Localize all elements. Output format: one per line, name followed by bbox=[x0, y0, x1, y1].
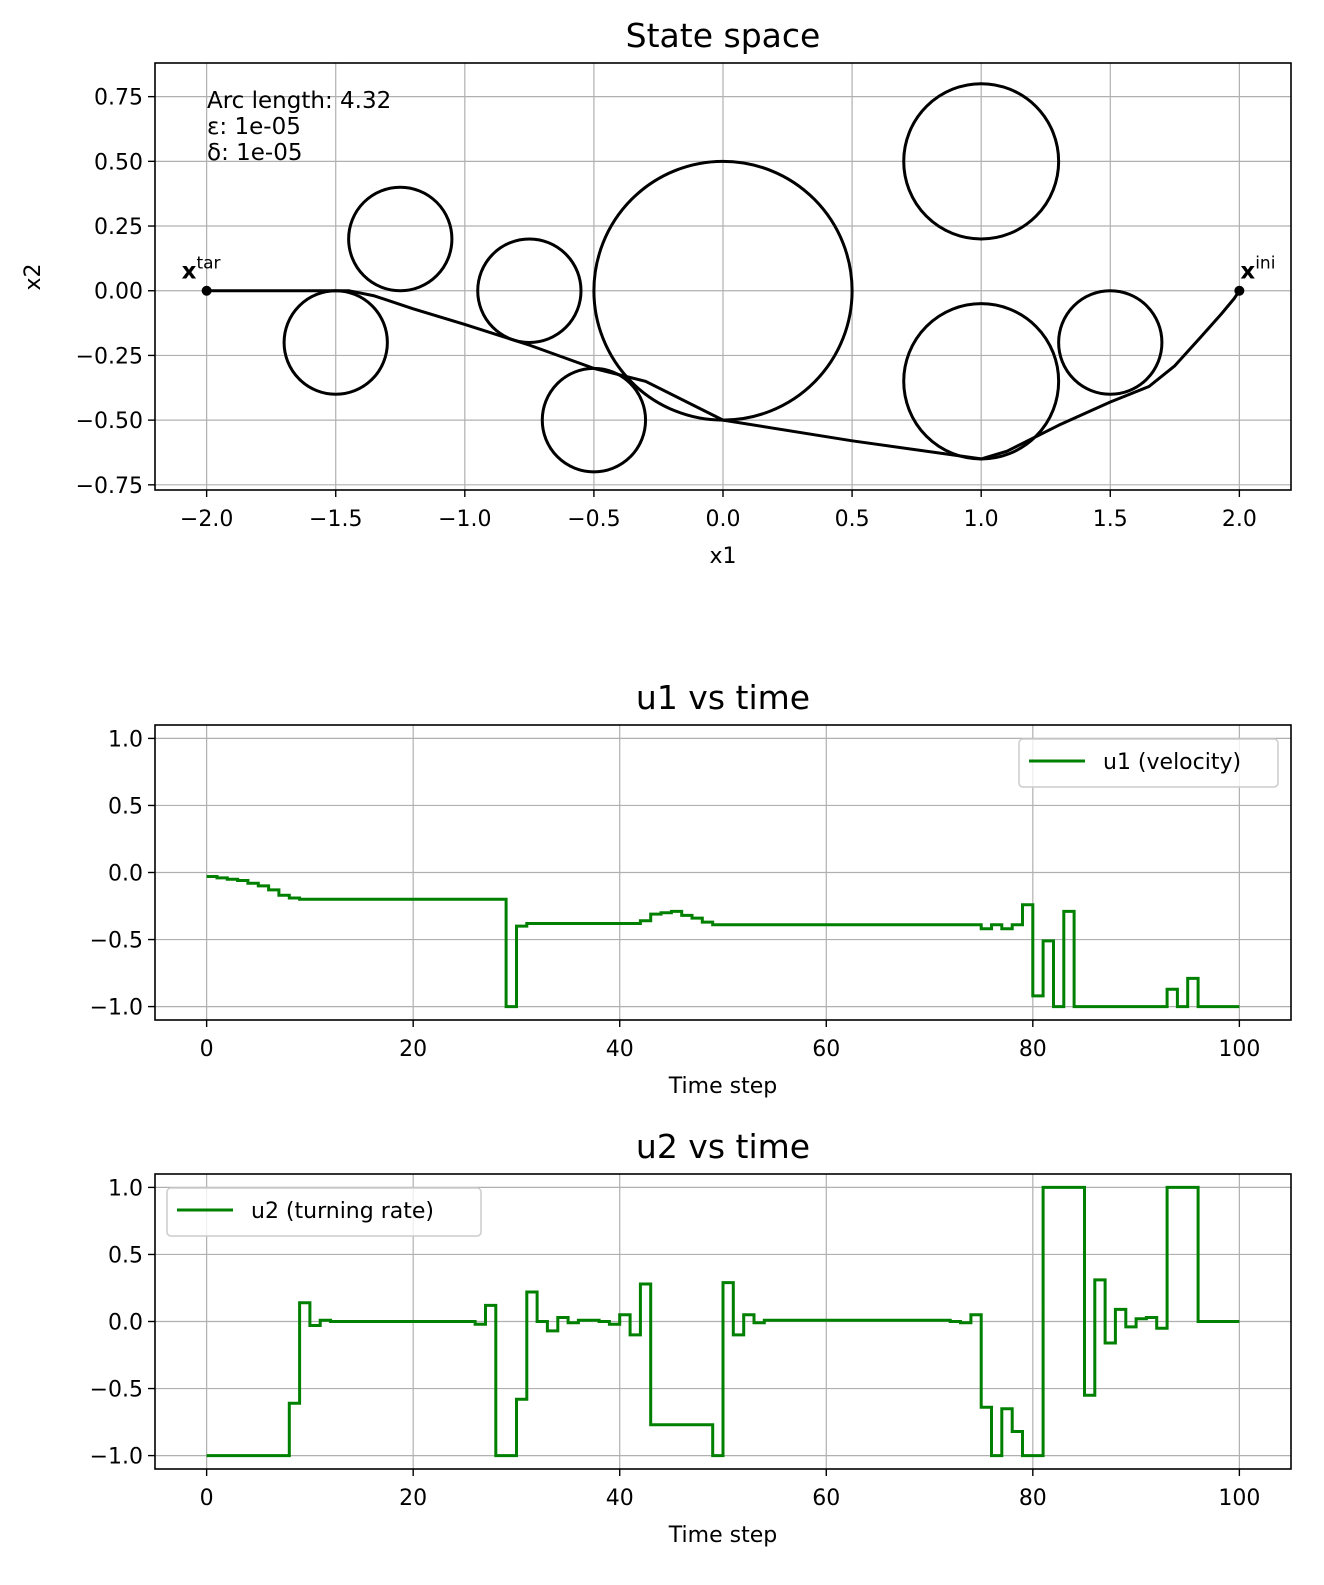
u2-xtick-label: 20 bbox=[399, 1486, 427, 1511]
state-space-xtick-label: −1.5 bbox=[309, 507, 362, 532]
state-space-ytick-label: −0.75 bbox=[76, 474, 143, 499]
state-space-xtick-label: 2.0 bbox=[1222, 507, 1257, 532]
u1-ytick-label: 0.5 bbox=[108, 794, 143, 819]
u2-ytick-label: 1.0 bbox=[108, 1176, 143, 1201]
u2-xtick-label: 100 bbox=[1218, 1486, 1260, 1511]
u1-xtick-label: 20 bbox=[399, 1037, 427, 1062]
u2-xtick-label: 60 bbox=[812, 1486, 840, 1511]
obstacle-circle bbox=[347, 185, 454, 293]
u2-title: u2 vs time bbox=[636, 1127, 810, 1166]
u2-xtick-label: 80 bbox=[1019, 1486, 1047, 1511]
u1-title: u1 vs time bbox=[636, 678, 810, 717]
state-space-xlabel: x1 bbox=[709, 544, 736, 569]
u2-ytick-label: 0.5 bbox=[108, 1243, 143, 1268]
obstacle-circle bbox=[1057, 289, 1164, 396]
u1-series-line bbox=[206, 875, 1240, 1009]
endpoints: xini xtar bbox=[182, 254, 1275, 296]
state-space-ytick-label: −0.25 bbox=[76, 344, 143, 369]
u1-xtick-label: 0 bbox=[200, 1037, 214, 1062]
u1-ytick-label: 1.0 bbox=[108, 727, 143, 752]
u2-legend: u2 (turning rate) bbox=[166, 1187, 482, 1237]
state-space-panel: State space xini xtar Arc length: 4.32 ε:… bbox=[21, 16, 1292, 569]
state-space-xtick-label: −0.5 bbox=[567, 507, 620, 532]
state-space-xtick-label: 0.5 bbox=[835, 507, 870, 532]
state-space-xtick-label: 1.0 bbox=[964, 507, 999, 532]
state-space-xtick-label: −2.0 bbox=[180, 507, 233, 532]
u1-xtick-label: 100 bbox=[1218, 1037, 1260, 1062]
state-space-xtick-label: 0.0 bbox=[706, 507, 741, 532]
endpoint-label-tar: xtar bbox=[182, 254, 221, 285]
u2-ytick-label: 0.0 bbox=[108, 1311, 143, 1336]
state-space-ytick-label: 0.00 bbox=[94, 280, 143, 305]
state-space-xtick-label: 1.5 bbox=[1093, 507, 1128, 532]
u1-xtick-label: 60 bbox=[812, 1037, 840, 1062]
u1-legend-label: u1 (velocity) bbox=[1103, 750, 1241, 775]
u1-ticks: 0 20 40 60 80 100 1.0 0.5 0.0 −0.5 −1.0 bbox=[90, 727, 1261, 1062]
state-space-ylabel: x2 bbox=[21, 263, 46, 290]
u1-ytick-label: −1.0 bbox=[90, 996, 143, 1021]
u2-series-line bbox=[206, 1185, 1240, 1458]
u2-ytick-label: −1.0 bbox=[90, 1445, 143, 1470]
trajectory-line bbox=[206, 289, 1241, 461]
u1-xtick-label: 80 bbox=[1019, 1037, 1047, 1062]
state-space-title: State space bbox=[626, 16, 821, 55]
state-space-ytick-label: 0.50 bbox=[94, 150, 143, 175]
u2-ytick-label: −0.5 bbox=[90, 1378, 143, 1403]
state-space-ytick-label: 0.25 bbox=[94, 215, 143, 240]
epsilon-annotation: ε: 1e-05 bbox=[207, 114, 301, 140]
u2-legend-box bbox=[166, 1187, 482, 1237]
u2-xlabel: Time step bbox=[668, 1523, 777, 1548]
endpoint-marker-ini bbox=[1234, 285, 1245, 296]
state-space-xtick-label: −1.0 bbox=[438, 507, 491, 532]
u1-legend: u1 (velocity) bbox=[1018, 738, 1279, 788]
obstacle-circle bbox=[902, 82, 1061, 241]
u2-ticks: 0 20 40 60 80 100 1.0 0.5 0.0 −0.5 −1.0 bbox=[90, 1176, 1261, 1511]
state-space-ytick-label: 0.75 bbox=[94, 86, 143, 111]
delta-annotation: δ: 1e-05 bbox=[207, 140, 302, 166]
trajectory bbox=[206, 289, 1241, 461]
u2-panel: u2 vs time 0 20 40 60 80 100 1.0 0.5 0.0 −0.5 −1.0… bbox=[90, 1127, 1292, 1548]
u1-legend-box bbox=[1018, 738, 1279, 788]
arc-length-annotation: Arc length: 4.32 bbox=[207, 88, 391, 114]
u1-panel: u1 vs time 0 20 40 60 80 100 1.0 0.5 0.0 −0.5 −1.0… bbox=[90, 678, 1292, 1099]
endpoint-marker-tar bbox=[201, 285, 212, 296]
state-space-ytick-label: −0.50 bbox=[76, 409, 143, 434]
u2-xtick-label: 40 bbox=[606, 1486, 634, 1511]
u1-ytick-label: −0.5 bbox=[90, 929, 143, 954]
state-space-ticks: −2.0 −1.5 −1.0 −0.5 0.0 0.5 1.0 1.5 2.0 0.75 0.50 0… bbox=[76, 86, 1257, 532]
u2-xtick-label: 0 bbox=[200, 1486, 214, 1511]
u2-legend-label: u2 (turning rate) bbox=[251, 1199, 434, 1224]
u1-ytick-label: 0.0 bbox=[108, 862, 143, 887]
u1-xlabel: Time step bbox=[668, 1074, 777, 1099]
endpoint-label-ini: xini bbox=[1240, 254, 1275, 285]
obstacle-circle bbox=[476, 237, 583, 344]
u1-xtick-label: 40 bbox=[606, 1037, 634, 1062]
